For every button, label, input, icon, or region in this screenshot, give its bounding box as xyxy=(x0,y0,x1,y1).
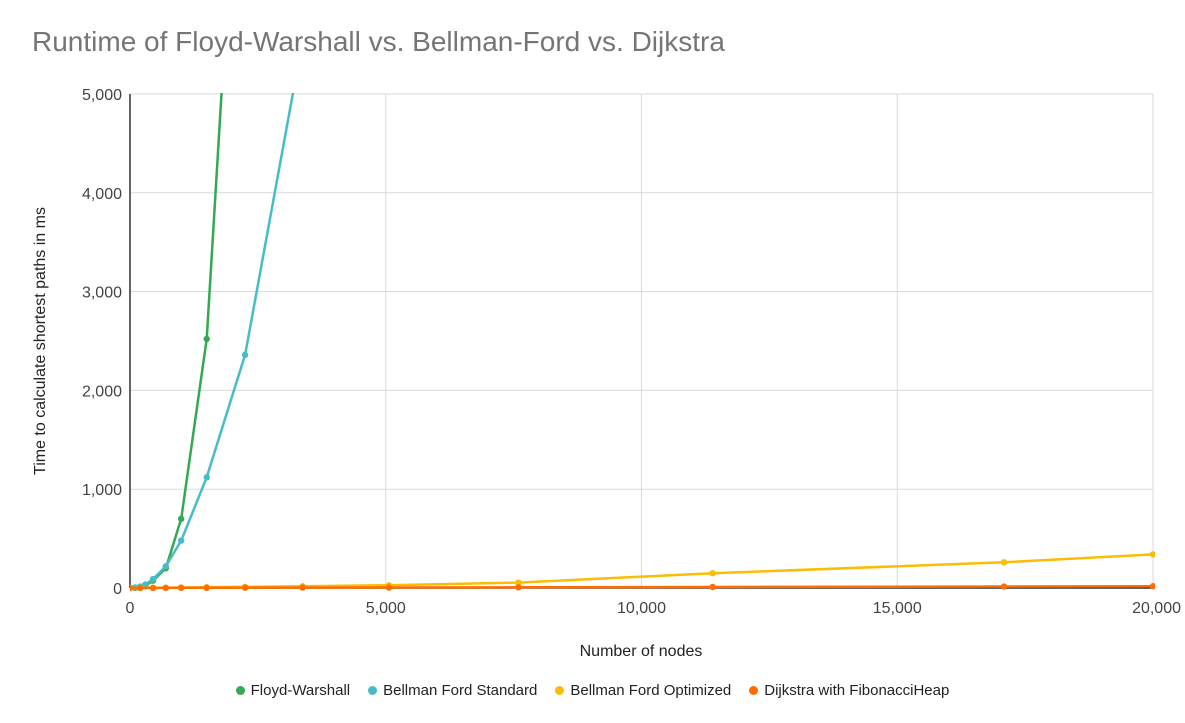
data-point xyxy=(385,584,393,591)
tick-labels: 0 1,000 2,000 3,000 4,000 5,000 0 5,000 10,000 15… xyxy=(82,87,1181,617)
data-point xyxy=(177,584,185,592)
series-line xyxy=(130,93,223,590)
data-point xyxy=(241,584,249,591)
data-point xyxy=(515,579,522,586)
x-tick-label: 5,000 xyxy=(366,600,406,617)
series-lines xyxy=(130,93,1155,592)
data-point xyxy=(241,351,249,359)
data-point xyxy=(1000,583,1008,590)
series-dijkstra-with-fibonacciheap xyxy=(130,583,1155,592)
x-tick-label: 15,000 xyxy=(873,600,922,617)
data-point xyxy=(149,584,157,592)
data-point xyxy=(1000,559,1008,566)
y-tick-label: 3,000 xyxy=(82,285,122,302)
chart-title: Runtime of Floyd-Warshall vs. Bellman-Fo… xyxy=(32,26,725,57)
data-point xyxy=(142,581,149,588)
legend-label: Bellman Ford Optimized xyxy=(570,682,732,699)
legend-marker xyxy=(555,686,565,695)
legend-label: Dijkstra with FibonacciHeap xyxy=(764,682,950,699)
data-point xyxy=(162,584,170,592)
series-line xyxy=(130,93,295,590)
grid-lines xyxy=(130,93,1154,588)
data-point xyxy=(1149,551,1155,558)
series-line xyxy=(130,584,1154,590)
data-point xyxy=(203,584,210,592)
data-point xyxy=(177,537,185,544)
x-tick-label: 20,000 xyxy=(1132,600,1181,617)
data-point xyxy=(515,584,522,591)
data-point xyxy=(149,575,157,583)
legend-item-bellman-ford-standard: Bellman Ford Standard xyxy=(368,682,537,699)
data-point xyxy=(299,584,306,591)
data-point xyxy=(130,584,134,592)
x-tick-label: 10,000 xyxy=(617,600,666,617)
legend-item-floyd-warshall: Floyd-Warshall xyxy=(235,682,351,699)
data-point xyxy=(137,584,144,592)
data-point xyxy=(203,335,210,343)
y-tick-label: 2,000 xyxy=(82,383,122,400)
x-tick-label: 0 xyxy=(126,600,135,617)
y-tick-label: 1,000 xyxy=(82,482,122,499)
data-point xyxy=(709,583,716,591)
legend-label: Floyd-Warshall xyxy=(250,682,351,699)
series-floyd-warshall xyxy=(130,93,223,592)
y-tick-label: 0 xyxy=(113,581,122,598)
y-axis-title: Time to calculate shortest paths in ms xyxy=(32,207,49,475)
series-bellman-ford-standard xyxy=(130,93,295,592)
data-point xyxy=(203,474,210,481)
legend-label: Bellman Ford Standard xyxy=(383,682,538,699)
legend-marker xyxy=(235,686,245,695)
legend-marker xyxy=(749,686,759,695)
legend-marker xyxy=(368,686,378,695)
x-axis-title: Number of nodes xyxy=(580,643,703,660)
data-point xyxy=(709,569,716,577)
legend-item-dijkstra-with-fibonacciheap: Dijkstra with FibonacciHeap xyxy=(749,682,949,699)
chart-legend: Floyd-Warshall Bellman Ford Standard Bellm… xyxy=(0,682,1185,699)
data-point xyxy=(1149,583,1155,590)
y-tick-label: 5,000 xyxy=(82,87,122,104)
y-tick-label: 4,000 xyxy=(82,186,122,203)
legend-item-bellman-ford-optimized: Bellman Ford Optimized xyxy=(555,682,731,699)
data-point xyxy=(177,515,185,523)
data-point xyxy=(162,563,170,570)
